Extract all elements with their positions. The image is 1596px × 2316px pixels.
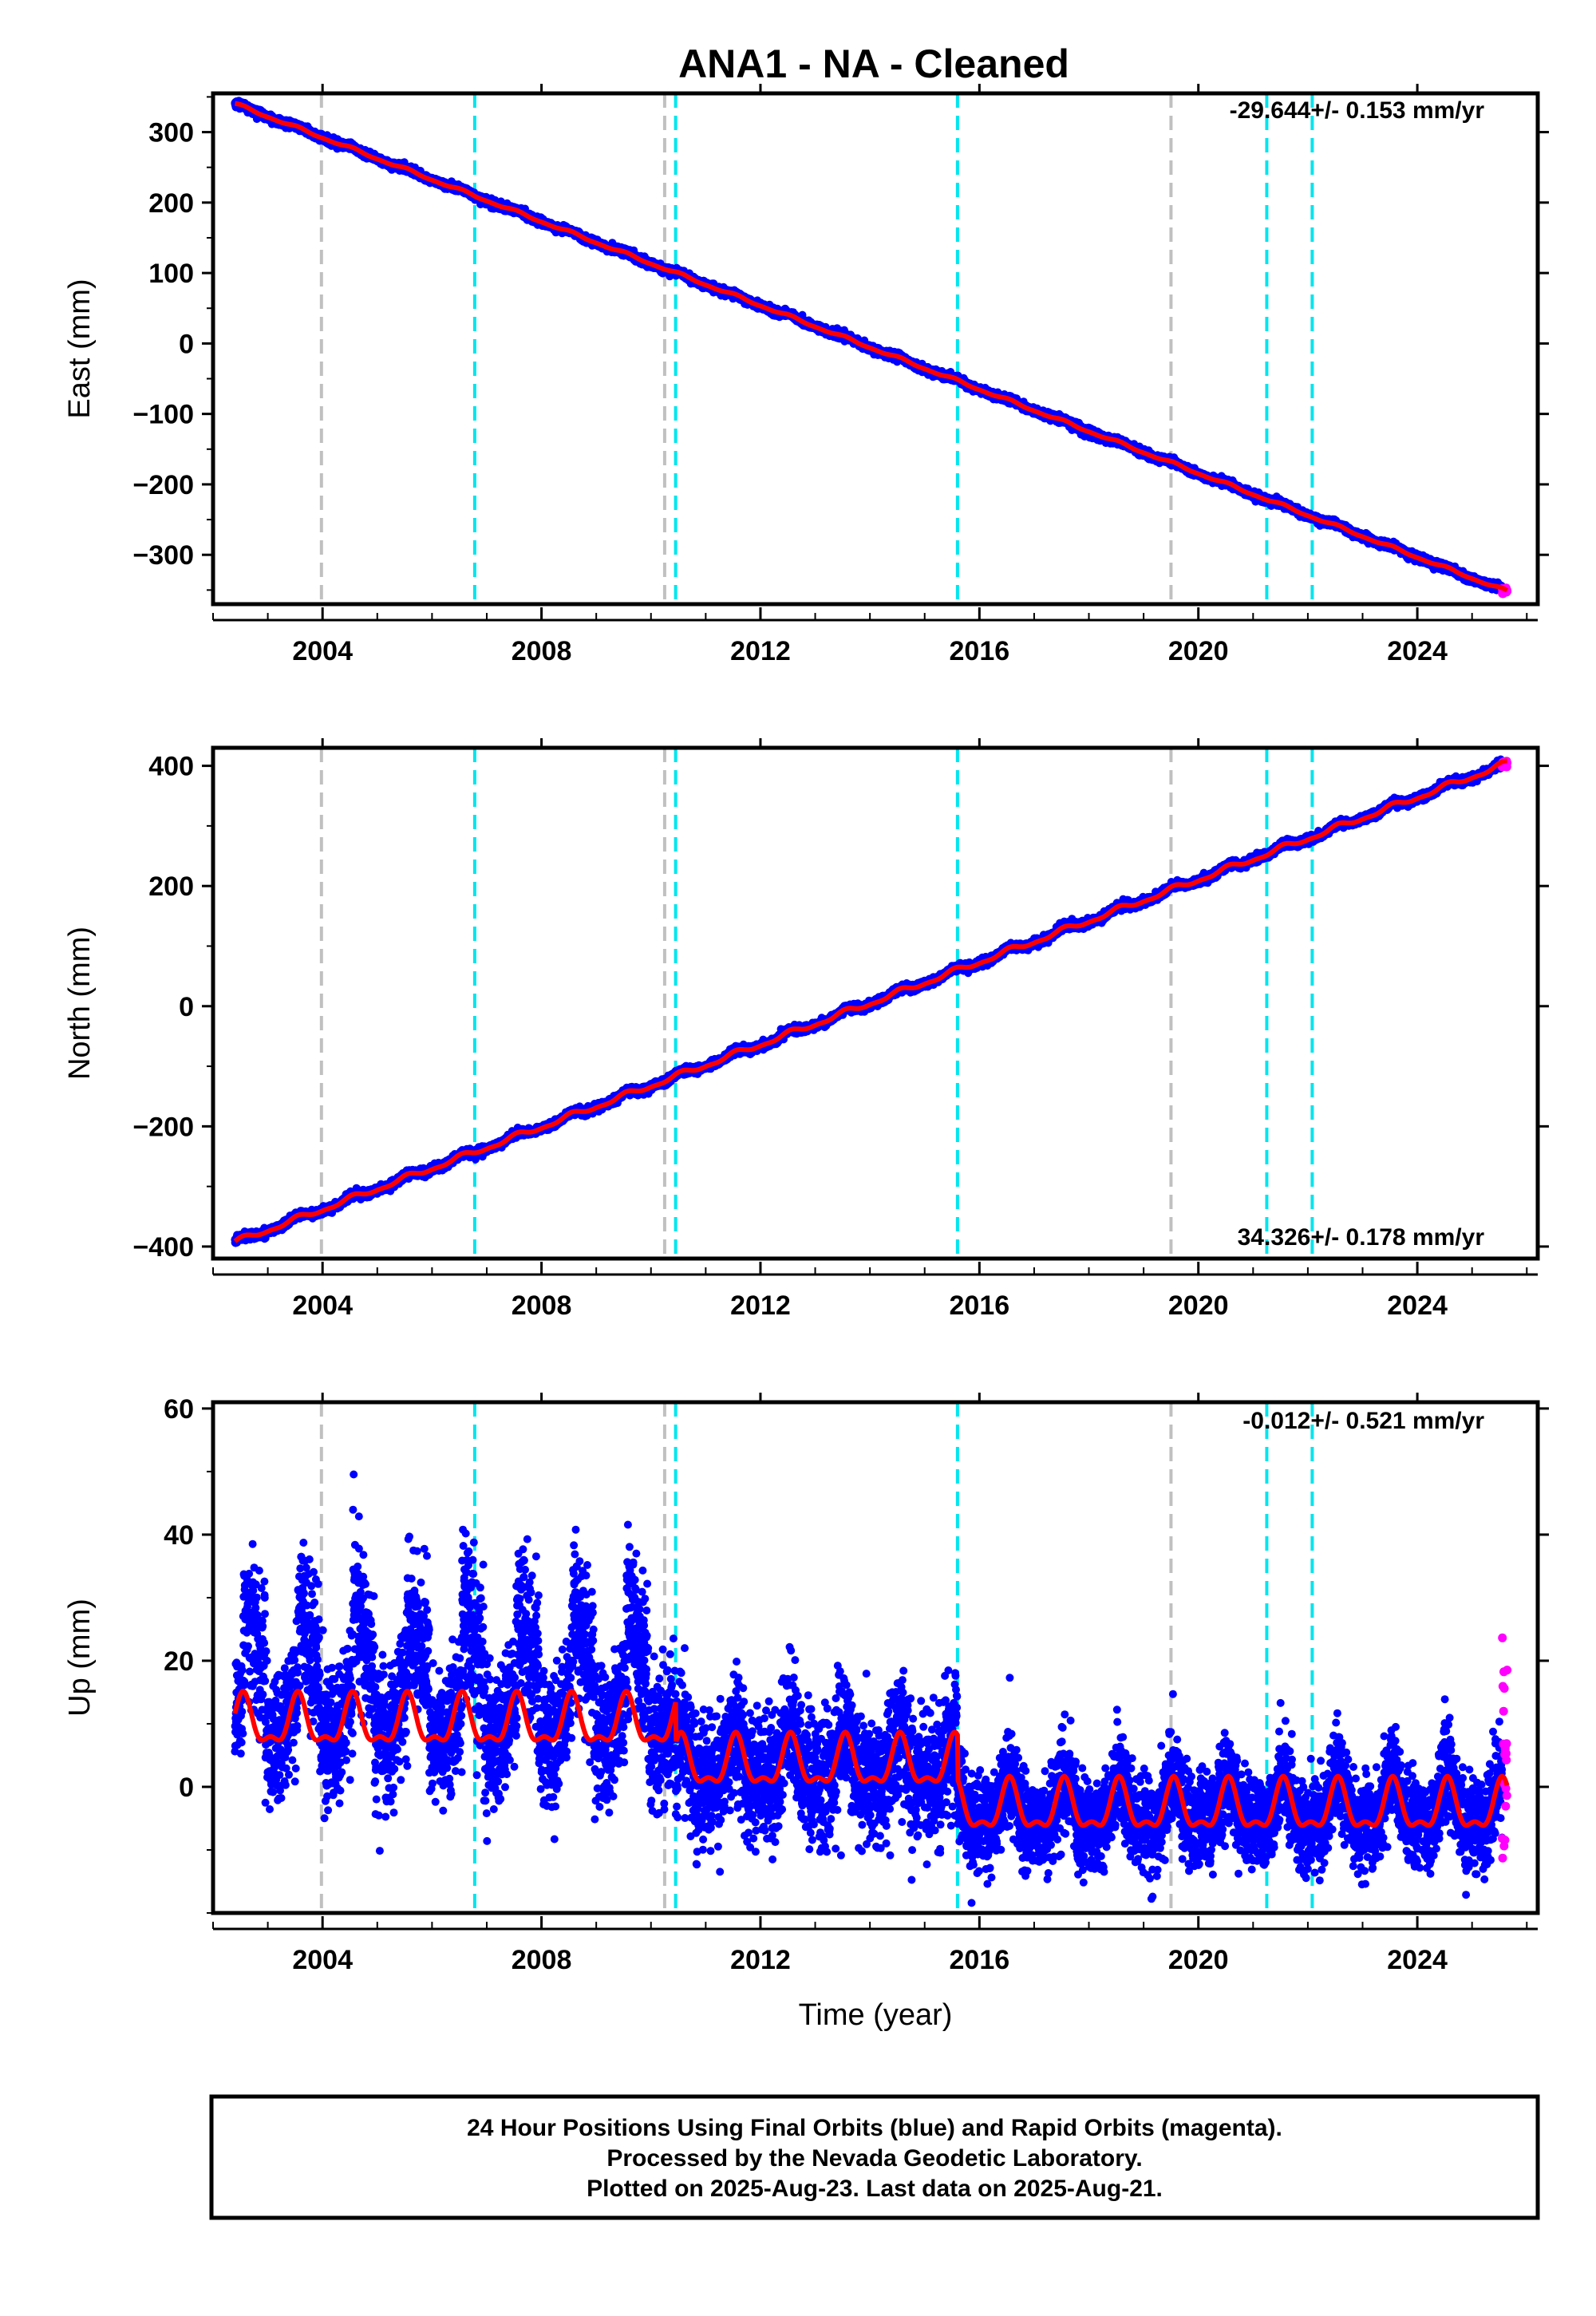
figure-title: ANA1 - NA - Cleaned — [678, 41, 1069, 86]
final-orbit-points — [231, 97, 1507, 595]
event-lines — [319, 93, 1314, 604]
